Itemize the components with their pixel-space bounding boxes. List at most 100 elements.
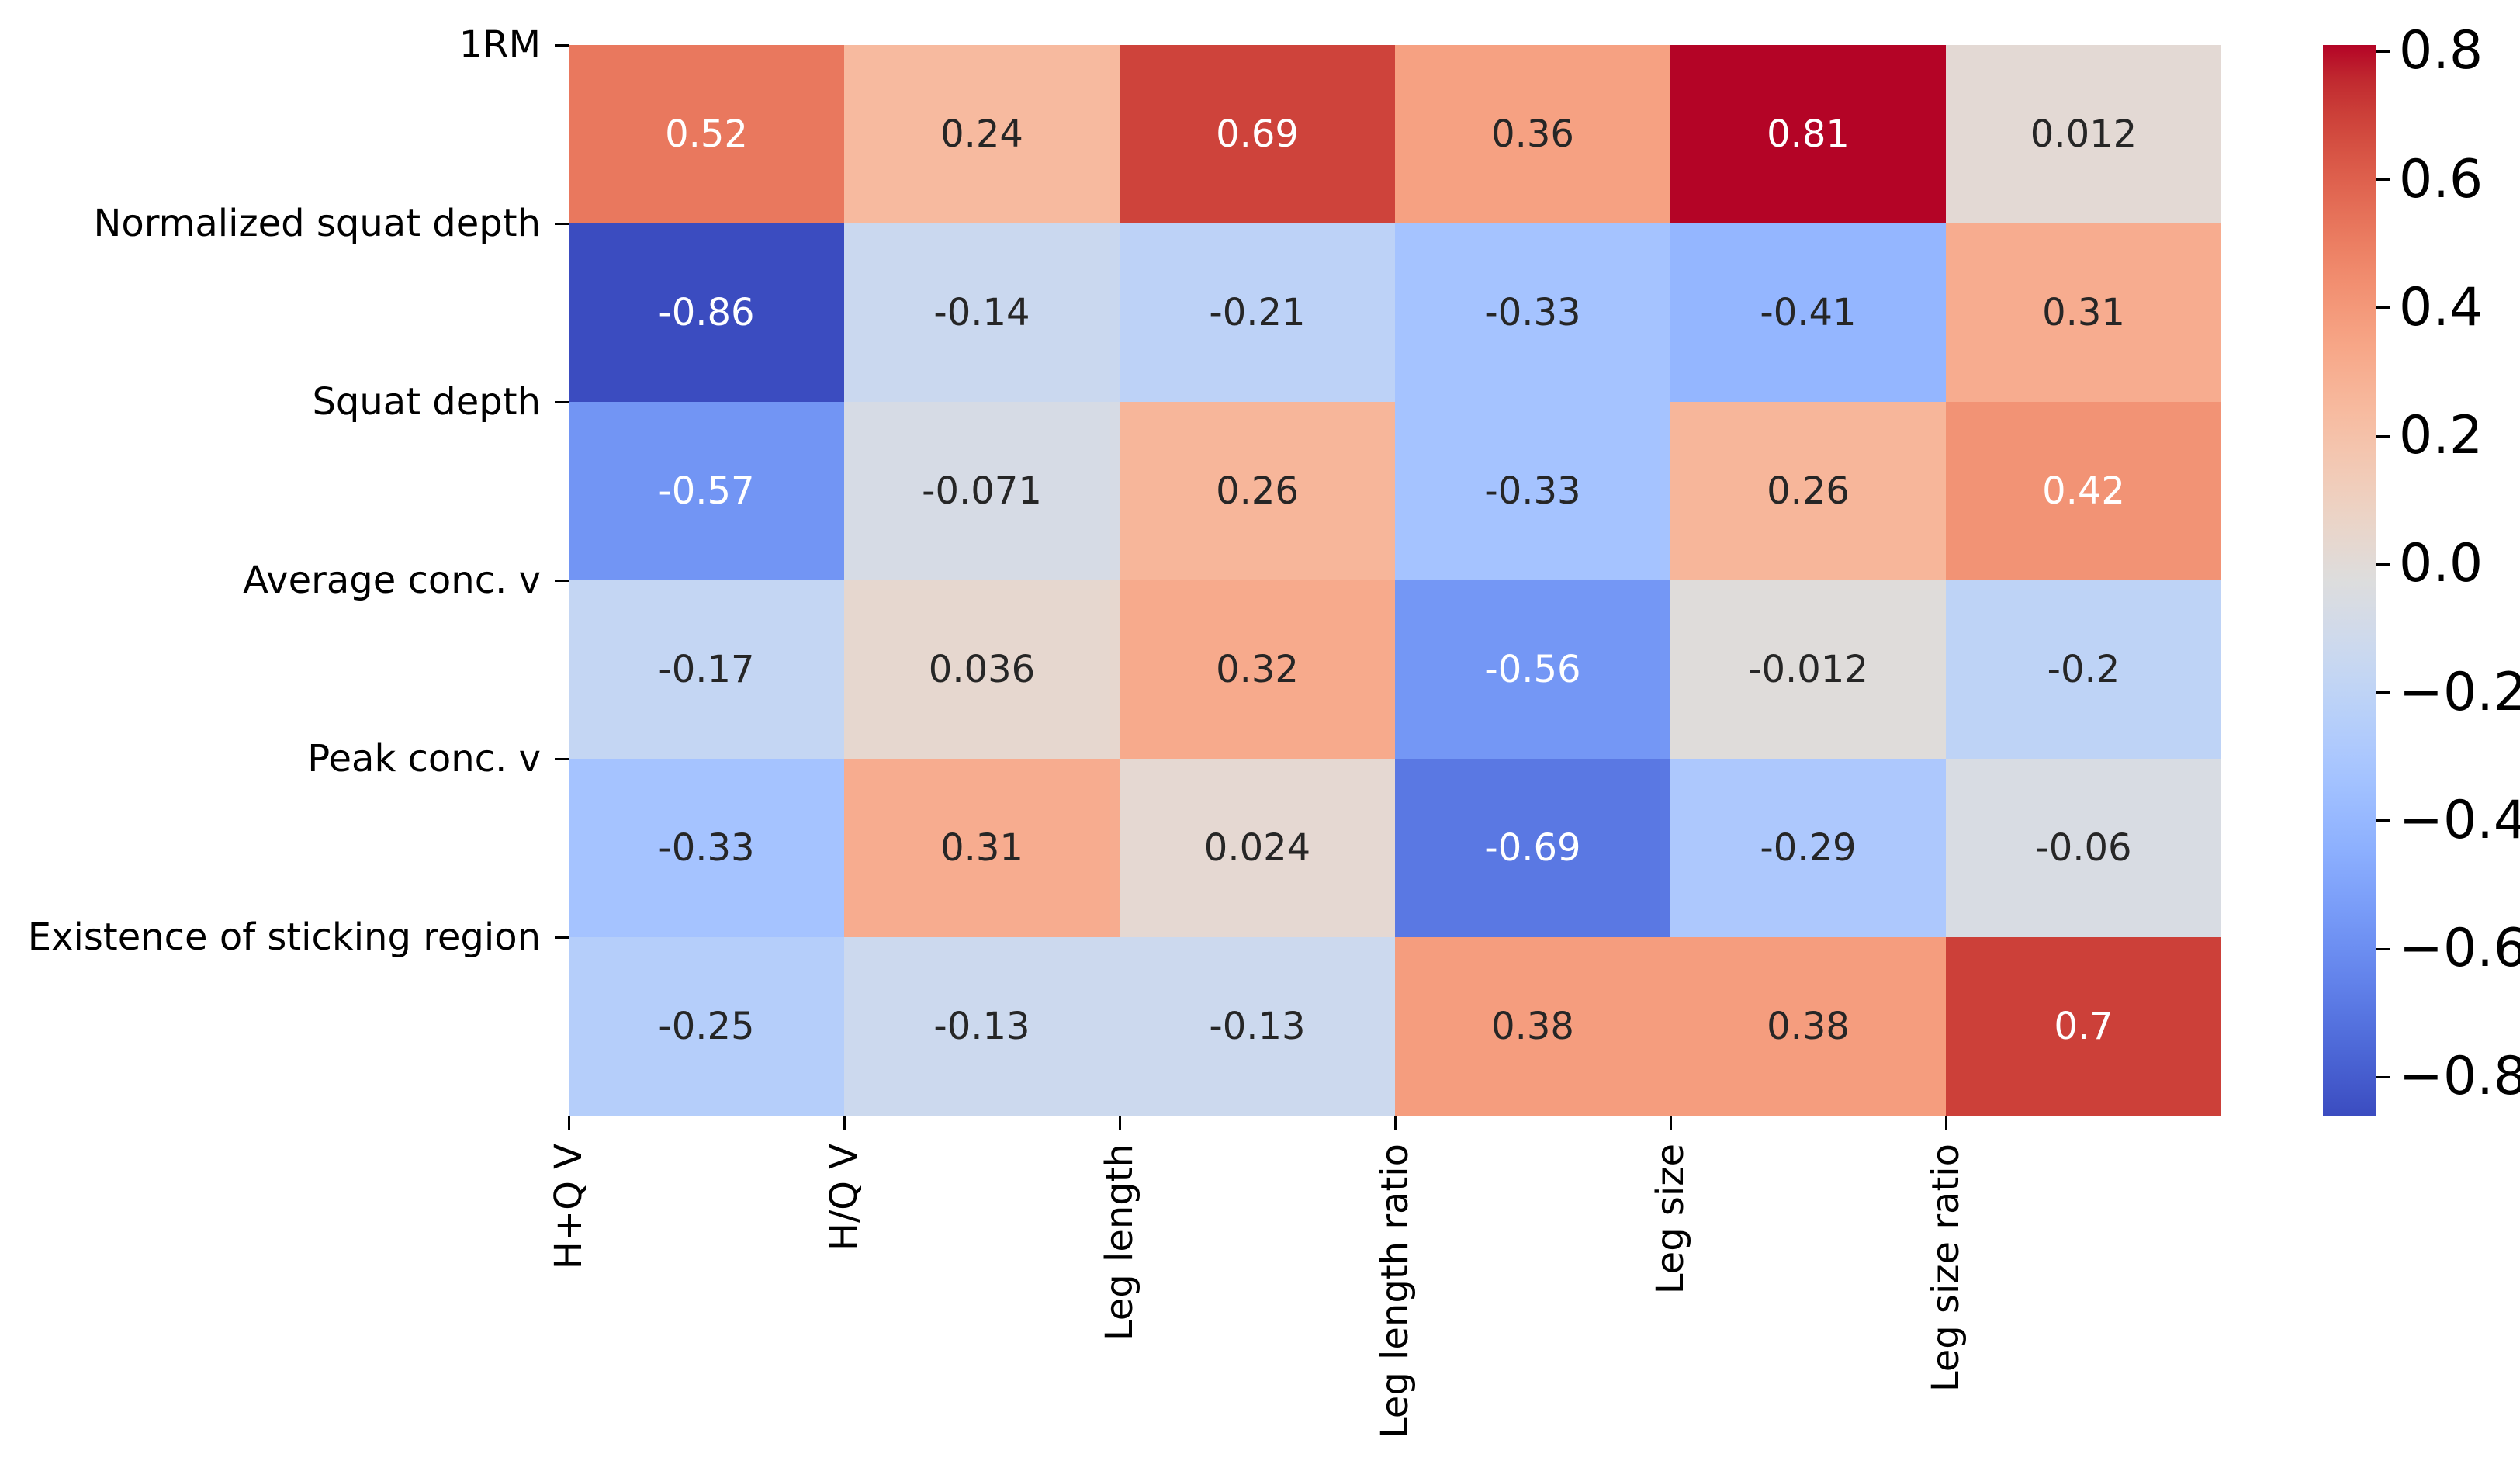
y-tick-label: Existence of sticking region	[27, 915, 541, 959]
cell-value: 0.24	[940, 112, 1023, 156]
cell-value: 0.42	[2042, 469, 2125, 513]
x-tick-mark	[1393, 1116, 1397, 1130]
heatmap-cell: -0.29	[1670, 759, 1946, 937]
colorbar-tick-mark	[2376, 50, 2390, 53]
heatmap-cell: -0.06	[1946, 759, 2221, 937]
heatmap-cell: 0.7	[1946, 937, 2221, 1116]
heatmap-cell: 0.81	[1670, 45, 1946, 223]
cell-value: 0.38	[1767, 1005, 1850, 1048]
x-tick-label: Leg length	[1098, 1144, 1141, 1341]
cell-value: -0.13	[933, 1005, 1030, 1048]
y-tick-label: Normalized squat depth	[93, 202, 541, 245]
heatmap-cell: 0.26	[1670, 402, 1946, 580]
heatmap-grid: 0.52 0.24 0.69 0.36 0.81 0.012 -0.86 -0.14 -0.21…	[569, 45, 2221, 1116]
colorbar-tick-label: 0.4	[2399, 276, 2484, 338]
y-tick-mark	[555, 400, 569, 403]
heatmap-cell: -0.17	[569, 580, 844, 759]
x-tick-label: Leg length ratio	[1373, 1144, 1417, 1439]
cell-value: -0.33	[1484, 469, 1581, 513]
heatmap-cell: -0.13	[844, 937, 1120, 1116]
heatmap-cell: -0.13	[1120, 937, 1395, 1116]
y-tick-label: Peak conc. v	[307, 737, 541, 780]
cell-value: -0.25	[658, 1005, 755, 1048]
cell-value: 0.52	[665, 112, 748, 156]
colorbar-tick-label: −0.8	[2399, 1046, 2520, 1108]
colorbar-tick-mark	[2376, 434, 2390, 438]
colorbar-tick-label: 0.6	[2399, 148, 2484, 210]
x-tick-mark	[843, 1116, 846, 1130]
heatmap-cell: 0.036	[844, 580, 1120, 759]
colorbar-tick-mark	[2376, 947, 2390, 950]
y-tick-mark	[555, 579, 569, 582]
cell-value: 0.26	[1767, 469, 1850, 513]
x-tick-mark	[1118, 1116, 1121, 1130]
colorbar-tick-label: −0.2	[2399, 661, 2520, 723]
heatmap-cell: -0.57	[569, 402, 844, 580]
colorbar-tick-mark	[2376, 1075, 2390, 1078]
heatmap-cell: 0.31	[844, 759, 1120, 937]
y-tick-mark	[555, 757, 569, 760]
cell-value: -0.012	[1748, 648, 1868, 691]
cell-value: 0.81	[1767, 112, 1850, 156]
heatmap-cell: -0.56	[1395, 580, 1670, 759]
colorbar-tick-mark	[2376, 306, 2390, 310]
cell-value: 0.32	[1216, 648, 1299, 691]
cell-value: 0.012	[2030, 112, 2138, 156]
y-tick-mark	[555, 43, 569, 47]
cell-value: 0.024	[1203, 826, 1311, 870]
cell-value: -0.21	[1209, 291, 1306, 334]
cell-value: 0.26	[1216, 469, 1299, 513]
cell-value: -0.29	[1760, 826, 1857, 870]
heatmap-cell: 0.26	[1120, 402, 1395, 580]
cell-value: 0.69	[1216, 112, 1299, 156]
cell-value: 0.31	[2042, 291, 2125, 334]
cell-value: 0.31	[940, 826, 1023, 870]
heatmap-cell: 0.52	[569, 45, 844, 223]
y-tick-label: Average conc. v	[243, 559, 541, 602]
cell-value: -0.57	[658, 469, 755, 513]
colorbar-tick-mark	[2376, 691, 2390, 694]
cell-value: -0.17	[658, 648, 755, 691]
heatmap-cell: 0.32	[1120, 580, 1395, 759]
x-tick-mark	[1944, 1116, 1947, 1130]
y-tick-mark	[555, 936, 569, 939]
heatmap-cell: -0.33	[1395, 223, 1670, 402]
x-tick-mark	[1669, 1116, 1672, 1130]
x-tick-label: Leg size	[1649, 1144, 1692, 1295]
colorbar-gradient	[2323, 45, 2376, 1116]
y-tick-label: Squat depth	[312, 380, 541, 424]
cell-value: -0.06	[2035, 826, 2132, 870]
x-tick-label: H+Q V	[547, 1144, 590, 1270]
heatmap-cell: -0.41	[1670, 223, 1946, 402]
cell-value: -0.69	[1484, 826, 1581, 870]
heatmap-cell: -0.33	[569, 759, 844, 937]
colorbar-tick-mark	[2376, 562, 2390, 566]
colorbar-tick-label: 0.2	[2399, 405, 2484, 467]
y-tick-label: 1RM	[459, 23, 541, 67]
cell-value: -0.33	[658, 826, 755, 870]
cell-value: -0.13	[1209, 1005, 1306, 1048]
cell-value: -0.86	[658, 291, 755, 334]
x-tick-label: H/Q V	[822, 1144, 866, 1251]
heatmap-cell: 0.69	[1120, 45, 1395, 223]
heatmap-cell: -0.012	[1670, 580, 1946, 759]
heatmap-cell: 0.024	[1120, 759, 1395, 937]
colorbar-tick-mark	[2376, 819, 2390, 822]
heatmap-cell: -0.25	[569, 937, 844, 1116]
colorbar-tick-label: 0.8	[2399, 20, 2484, 82]
cell-value: 0.036	[928, 648, 1036, 691]
heatmap-cell: 0.42	[1946, 402, 2221, 580]
heatmap-cell: 0.31	[1946, 223, 2221, 402]
heatmap-cell: -0.86	[569, 223, 844, 402]
x-tick-label: Leg size ratio	[1924, 1144, 1968, 1393]
heatmap-cell: -0.69	[1395, 759, 1670, 937]
y-tick-mark	[555, 222, 569, 225]
heatmap-cell: 0.24	[844, 45, 1120, 223]
cell-value: -0.33	[1484, 291, 1581, 334]
heatmap-cell: -0.33	[1395, 402, 1670, 580]
cell-value: 0.36	[1491, 112, 1574, 156]
cell-value: -0.41	[1760, 291, 1857, 334]
colorbar-tick-label: −0.4	[2399, 789, 2520, 851]
heatmap-cell: -0.2	[1946, 580, 2221, 759]
